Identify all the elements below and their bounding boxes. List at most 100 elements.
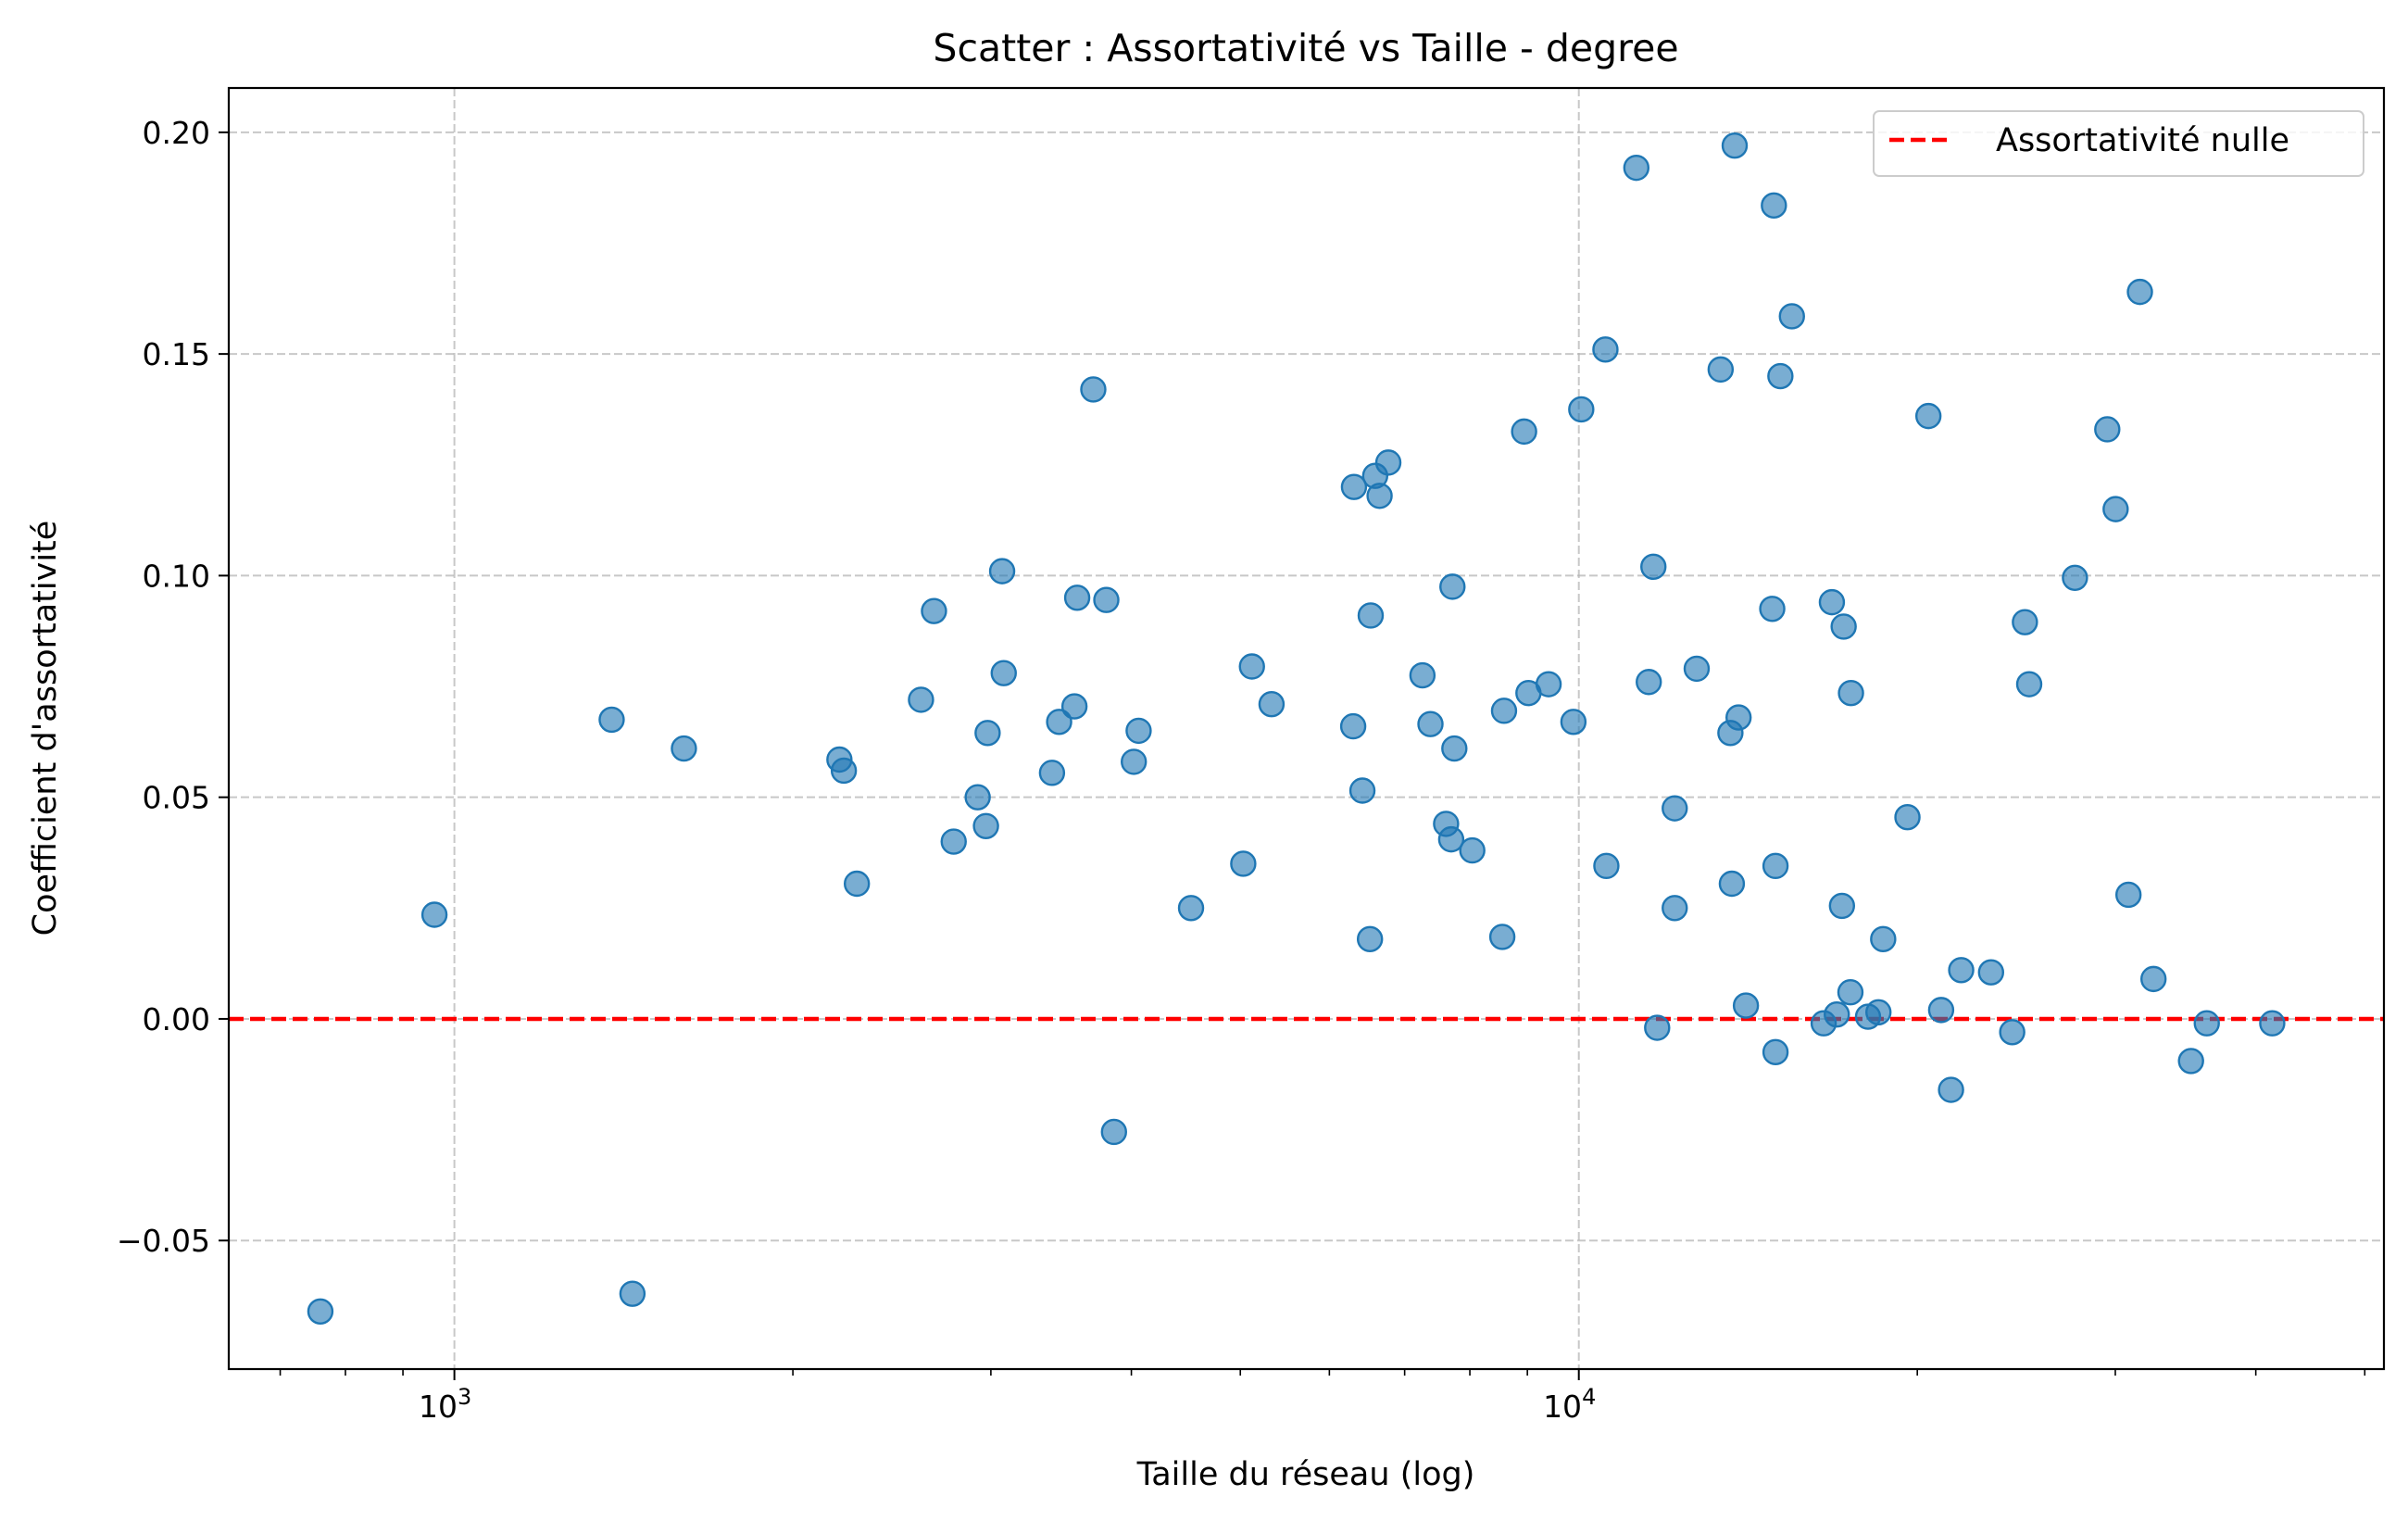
scatter-point <box>1441 735 1468 762</box>
scatter-point <box>1177 895 1205 922</box>
scatter-point <box>1865 999 1892 1025</box>
chart-title: Scatter : Assortativité vs Taille - degr… <box>933 26 1678 70</box>
data-points <box>307 132 2286 1325</box>
scatter-point <box>1348 777 1376 804</box>
scatter-point <box>2259 1010 2286 1037</box>
scatter-point <box>598 706 625 734</box>
scatter-point <box>974 720 1001 747</box>
scatter-point <box>2114 881 2142 909</box>
scatter-point <box>1662 895 1688 922</box>
scatter-point <box>1662 795 1688 822</box>
scatter-point <box>1340 473 1368 500</box>
x-tick-label: 103 <box>419 1384 471 1425</box>
scatter-point <box>1593 852 1620 880</box>
scatter-point <box>1718 870 1746 898</box>
scatter-point <box>1778 303 1805 330</box>
legend-box <box>1873 110 2364 177</box>
scatter-point <box>2126 278 2153 306</box>
scatter-point <box>1762 1038 1789 1066</box>
scatter-point <box>940 828 967 855</box>
scatter-point <box>1732 992 1760 1019</box>
scatter-point <box>1999 1019 2025 1046</box>
scatter-point <box>1767 362 1794 390</box>
scatter-point <box>1038 760 1066 786</box>
y-axis-label: Coefficient d'assortativité <box>27 521 64 936</box>
scatter-point <box>1894 804 1921 831</box>
scatter-point <box>1230 850 1257 877</box>
scatter-point <box>972 812 999 839</box>
y-tick-label: 0.00 <box>143 1001 210 1037</box>
scatter-point <box>1063 585 1091 611</box>
scatter-point <box>2062 564 2088 591</box>
scatter-point <box>1977 959 2005 986</box>
legend-entry-label: Assortativité nulle <box>1996 122 2289 159</box>
scatter-point <box>1640 553 1667 581</box>
scatter-point <box>1417 710 1444 737</box>
scatter-point <box>1356 925 1384 953</box>
scatter-point <box>1339 712 1367 740</box>
scatter-point <box>1830 613 1857 640</box>
y-tick-label: −0.05 <box>117 1223 210 1259</box>
scatter-point <box>1707 356 1735 383</box>
scatter-point <box>2140 965 2167 993</box>
legend: Assortativité nulle <box>1873 110 2364 177</box>
scatter-point <box>1644 1014 1671 1041</box>
scatter-point <box>2102 496 2129 522</box>
scatter-point <box>1721 132 1749 159</box>
scatter-point <box>1914 402 1942 430</box>
scatter-point <box>1437 825 1465 853</box>
scatter-point <box>1125 717 1152 745</box>
scatter-point <box>1683 655 1711 683</box>
scatter-point <box>1121 748 1148 775</box>
x-tick-label: 104 <box>1543 1384 1596 1425</box>
x-axis-label: Taille du réseau (log) <box>1136 1456 1475 1493</box>
scatter-point <box>908 686 934 713</box>
scatter-point <box>1761 192 1787 220</box>
scatter-point <box>1093 586 1120 613</box>
scatter-point <box>921 597 947 624</box>
scatter-point <box>1837 680 1864 707</box>
scatter-point <box>1828 892 1856 920</box>
scatter-point <box>1439 573 1466 600</box>
scatter-point <box>1238 653 1265 680</box>
scatter-point <box>1818 588 1846 616</box>
scatter-point <box>1490 698 1518 724</box>
scatter-point <box>1511 418 1537 446</box>
scatter-point <box>2012 609 2038 635</box>
scatter-point <box>1824 1000 1850 1028</box>
scatter-point <box>1592 336 1619 363</box>
scatter-point <box>964 784 991 811</box>
scatter-point <box>1759 596 1786 622</box>
scatter-point <box>420 901 448 928</box>
scatter-point <box>1560 709 1587 735</box>
scatter-point <box>1258 690 1286 718</box>
scatter-point <box>1948 957 1975 984</box>
scatter-point <box>988 558 1016 585</box>
scatter-point <box>671 735 697 762</box>
scatter-point <box>2193 1010 2220 1037</box>
scatter-point <box>2015 671 2043 698</box>
scatter-point <box>1636 669 1662 696</box>
scatter-point <box>2177 1048 2204 1075</box>
scatter-point <box>1046 709 1072 735</box>
scatter-point <box>1080 376 1107 403</box>
scatter-point <box>1535 671 1562 698</box>
scatter-point <box>2094 416 2121 443</box>
scatter-point <box>1409 661 1436 689</box>
scatter-point <box>830 757 858 785</box>
scatter-point <box>1938 1076 1964 1103</box>
scatter-point <box>1459 836 1486 864</box>
scatter-point <box>843 870 871 898</box>
plot-area-frame <box>227 86 2386 1371</box>
y-tick-label: 0.05 <box>143 780 210 816</box>
scatter-point <box>1623 154 1650 182</box>
scatter-point <box>1837 979 1864 1006</box>
y-tick-label: 0.20 <box>143 115 210 151</box>
axis-ticks: −0.05 0.00 0.05 0.10 0.15 0.20 103 104 <box>117 115 2366 1425</box>
scatter-point <box>1927 997 1955 1024</box>
scatter-point <box>1488 924 1516 950</box>
scatter-point <box>1357 602 1385 629</box>
scatter-point <box>1060 693 1088 720</box>
